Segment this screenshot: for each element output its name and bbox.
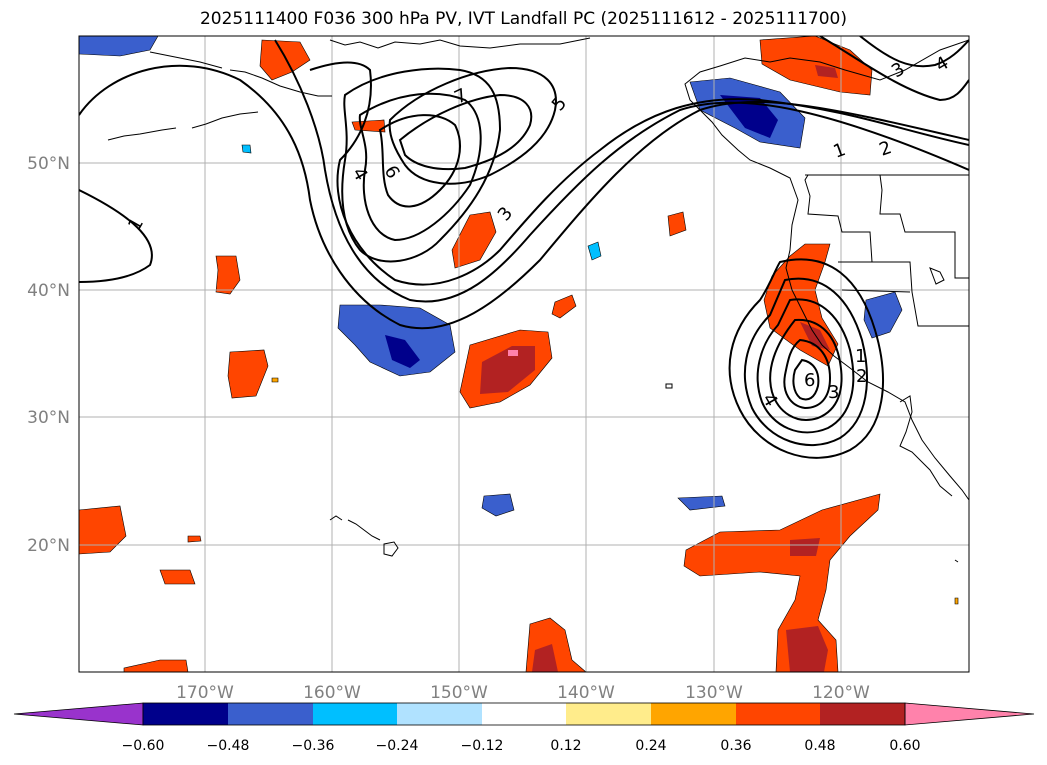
- longitude-labels: 170°W 160°W 150°W 140°W 130°W 120°W: [176, 683, 870, 703]
- colorbar-tick-label: −0.24: [376, 738, 419, 754]
- lat-label: 50°N: [27, 154, 70, 174]
- map-frame: [78, 35, 970, 673]
- lon-label: 150°W: [430, 683, 488, 703]
- colorbar-tick-label: −0.48: [207, 738, 250, 754]
- lat-label: 20°N: [27, 536, 70, 556]
- colorbar-bin: [566, 703, 651, 725]
- latitude-labels: 50°N 40°N 30°N 20°N: [27, 154, 70, 556]
- colorbar-tick-label: 0.60: [889, 738, 920, 754]
- colorbar-bin: [313, 703, 397, 725]
- contour-label: 6: [804, 370, 815, 391]
- colorbar-bin: [820, 703, 905, 725]
- colorbar-tick-label: −0.60: [122, 738, 165, 754]
- lon-label: 170°W: [176, 683, 234, 703]
- colorbar-bin: [397, 703, 482, 725]
- colorbar-tick-label: 0.48: [804, 738, 835, 754]
- colorbar-tick-label: 0.24: [635, 738, 666, 754]
- colorbar-outline: [142, 702, 906, 726]
- colorbar-bin: [482, 703, 566, 725]
- colorbar-tick-label: −0.36: [292, 738, 335, 754]
- colorbar-tick-label: −0.12: [461, 738, 504, 754]
- colorbar-extend-low: [13, 702, 144, 726]
- contour-label: 3: [828, 382, 839, 403]
- colorbar-tick-label: 0.36: [720, 738, 751, 754]
- lon-label: 120°W: [812, 683, 870, 703]
- map-area: 1 1 1 2 2 3 3 3 4 4 4 5 6 6 7: [79, 36, 969, 672]
- contour-label: 1: [855, 346, 866, 367]
- colorbar-bin: [228, 703, 313, 725]
- colorbar-extend-high: [904, 702, 1035, 726]
- lon-label: 130°W: [685, 683, 743, 703]
- lon-label: 140°W: [557, 683, 615, 703]
- pv-contours: [79, 36, 969, 459]
- pv-anomaly-fill: [79, 36, 959, 672]
- map-title: 2025111400 F036 300 hPa PV, IVT Landfall…: [199, 9, 847, 29]
- lat-label: 30°N: [27, 408, 70, 428]
- colorbar-ticks: −0.60 −0.48 −0.36 −0.24 −0.12 0.12 0.24 …: [122, 738, 921, 754]
- colorbar-tick-label: 0.12: [550, 738, 581, 754]
- lon-label: 160°W: [303, 683, 361, 703]
- colorbar: −0.60 −0.48 −0.36 −0.24 −0.12 0.12 0.24 …: [13, 702, 1035, 754]
- lat-label: 40°N: [27, 281, 70, 301]
- colorbar-bin: [651, 703, 736, 725]
- coastlines: [107, 37, 969, 563]
- contour-label: 2: [856, 366, 867, 387]
- colorbar-bin: [736, 703, 820, 725]
- colorbar-bin: [143, 703, 228, 725]
